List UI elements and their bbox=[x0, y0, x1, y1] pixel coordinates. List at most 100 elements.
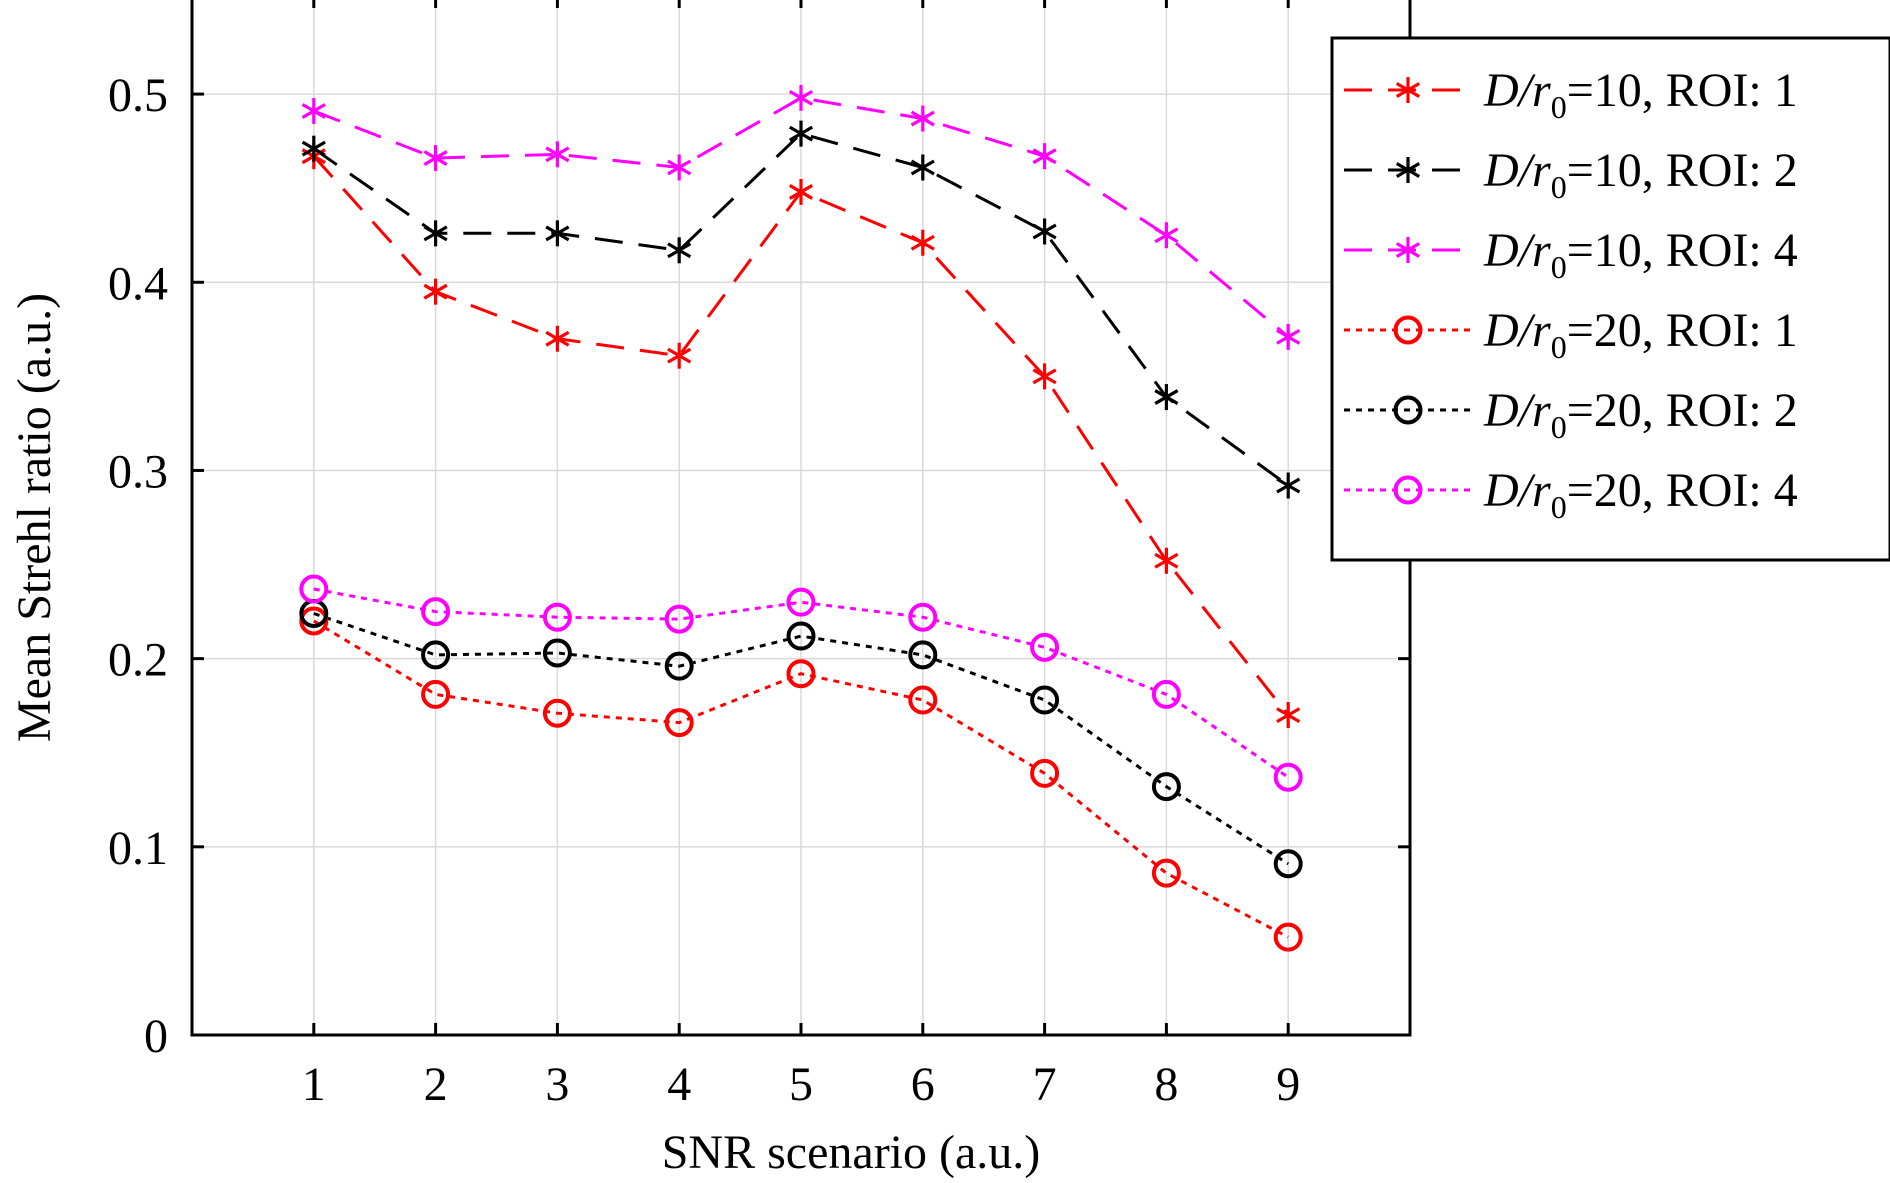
series-4-point bbox=[421, 679, 451, 709]
x-tick-label: 4 bbox=[667, 1058, 691, 1111]
series-2-point bbox=[1154, 384, 1179, 411]
marker-stroke bbox=[788, 125, 814, 142]
legend-label: D/r0=10, ROI: 2 bbox=[1483, 144, 1798, 205]
y-tick-labels: 0 0.1 0.2 0.3 0.4 0.5 bbox=[108, 69, 168, 1063]
series-3-point bbox=[910, 105, 935, 132]
series-line-5 bbox=[313, 612, 1290, 866]
legend-entry-5: D/r0=20, ROI: 2 bbox=[1344, 384, 1798, 445]
series-2-point bbox=[545, 220, 570, 247]
series-6-point bbox=[421, 597, 451, 627]
series-6-point bbox=[1273, 762, 1303, 792]
marker-stroke bbox=[1154, 389, 1179, 405]
series-5-point bbox=[1151, 772, 1181, 802]
series-3-point bbox=[1276, 323, 1301, 350]
series-6-point bbox=[1151, 679, 1181, 709]
legend-label: D/r0=10, ROI: 1 bbox=[1483, 64, 1798, 125]
legend: D/r0=10, ROI: 1 D/r0=10, ROI: 2 D/r0=10, R… bbox=[1330, 36, 1890, 562]
legend-marker bbox=[1393, 475, 1423, 505]
marker-stroke bbox=[910, 110, 935, 127]
x-tick-label: 6 bbox=[911, 1058, 935, 1111]
series-2-point bbox=[301, 135, 326, 162]
series-2-point bbox=[423, 220, 448, 247]
series-3-point bbox=[301, 98, 326, 125]
marker-stroke bbox=[1154, 227, 1179, 244]
series-6-point bbox=[786, 587, 816, 617]
series-line-2 bbox=[312, 131, 1290, 487]
marker-stroke bbox=[788, 184, 814, 200]
series-3-point bbox=[788, 84, 814, 111]
y-tick-label: 0.2 bbox=[108, 634, 168, 687]
series-6-point bbox=[1030, 632, 1060, 662]
series-5-point bbox=[1030, 685, 1060, 715]
marker-stroke bbox=[545, 225, 570, 242]
marker-stroke bbox=[423, 225, 448, 242]
marker-stroke bbox=[301, 140, 326, 157]
series-3-point bbox=[667, 154, 692, 181]
series-4-point bbox=[664, 708, 694, 738]
legend-marker bbox=[1393, 395, 1423, 425]
series-1-point bbox=[1032, 363, 1057, 390]
series-2-point bbox=[910, 154, 935, 181]
series-1-point bbox=[667, 342, 692, 369]
y-axis-label: Mean Strehl ratio (a.u.) bbox=[8, 293, 61, 742]
legend-marker bbox=[1393, 315, 1423, 345]
marker-stroke bbox=[667, 242, 692, 259]
series-3-point bbox=[1154, 222, 1179, 249]
marker-stroke bbox=[1032, 148, 1057, 165]
series-3-point bbox=[1032, 143, 1057, 170]
legend-label: D/r0=20, ROI: 2 bbox=[1483, 384, 1798, 445]
marker-stroke bbox=[1395, 162, 1421, 178]
series-2-point bbox=[1032, 218, 1057, 245]
x-axis-label: SNR scenario (a.u.) bbox=[662, 1126, 1041, 1179]
marker-stroke bbox=[1154, 552, 1179, 569]
series-5-point bbox=[542, 638, 572, 668]
y-tick-label: 0 bbox=[144, 1010, 168, 1063]
marker-stroke bbox=[1395, 82, 1421, 98]
series-5-point bbox=[421, 640, 451, 670]
y-tick-label: 0.1 bbox=[108, 822, 168, 875]
y-tick-label: 0.4 bbox=[108, 257, 168, 310]
series-2-point bbox=[788, 120, 814, 147]
series-5-point bbox=[786, 621, 816, 651]
x-tick-labels: 1 2 3 4 5 6 7 8 9 bbox=[302, 1058, 1300, 1111]
series-6-point bbox=[664, 604, 694, 634]
y-tick-label: 0.5 bbox=[108, 69, 168, 122]
marker-stroke bbox=[545, 146, 570, 163]
marker-stroke bbox=[910, 234, 935, 251]
legend-label: D/r0=10, ROI: 4 bbox=[1483, 224, 1798, 285]
x-tick-label: 2 bbox=[424, 1058, 448, 1111]
marker-stroke bbox=[788, 89, 814, 106]
series-1-point bbox=[910, 229, 935, 256]
legend-marker bbox=[1395, 237, 1421, 263]
series-4-point bbox=[1273, 922, 1303, 952]
series-4-point bbox=[542, 698, 572, 728]
marker-stroke bbox=[301, 103, 326, 119]
series-line-3 bbox=[313, 96, 1290, 338]
series-6-point bbox=[908, 602, 938, 632]
marker-stroke bbox=[423, 150, 448, 166]
series-1-point bbox=[1154, 547, 1179, 574]
legend-entry-2: D/r0=10, ROI: 2 bbox=[1344, 144, 1798, 205]
series-4-point bbox=[908, 685, 938, 715]
grid bbox=[192, 0, 1410, 1036]
y-tick-label: 0.3 bbox=[108, 445, 168, 498]
x-tick-label: 1 bbox=[302, 1058, 326, 1111]
series-6-point bbox=[299, 574, 329, 604]
marker-stroke bbox=[910, 159, 935, 176]
series-6-point bbox=[542, 602, 572, 632]
legend-label: D/r0=20, ROI: 1 bbox=[1483, 304, 1798, 365]
series-5-point bbox=[1273, 849, 1303, 879]
series-2-point bbox=[667, 237, 692, 264]
marker-stroke bbox=[1276, 707, 1301, 723]
legend-label: D/r0=20, ROI: 4 bbox=[1483, 464, 1798, 525]
legend-entry-3: D/r0=10, ROI: 4 bbox=[1344, 224, 1798, 285]
axis-ticks bbox=[192, 0, 1410, 1037]
marker-stroke bbox=[1276, 477, 1301, 494]
series-line-4 bbox=[313, 619, 1289, 939]
legend-entry-1: D/r0=10, ROI: 1 bbox=[1344, 64, 1798, 125]
x-tick-label: 9 bbox=[1276, 1058, 1300, 1111]
marker-stroke bbox=[667, 159, 692, 176]
series-4-point bbox=[1151, 858, 1181, 888]
legend-entry-6: D/r0=20, ROI: 4 bbox=[1344, 464, 1798, 525]
